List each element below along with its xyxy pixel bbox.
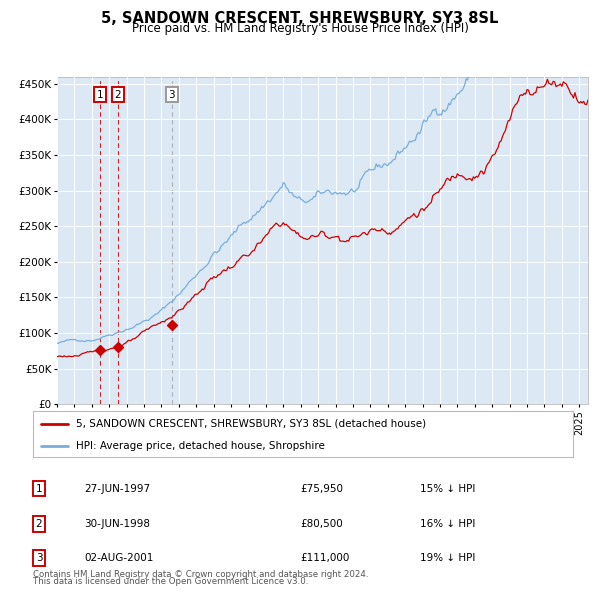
Text: £80,500: £80,500 bbox=[300, 519, 343, 529]
Text: 27-JUN-1997: 27-JUN-1997 bbox=[84, 484, 150, 493]
Text: 5, SANDOWN CRESCENT, SHREWSBURY, SY3 8SL: 5, SANDOWN CRESCENT, SHREWSBURY, SY3 8SL bbox=[101, 11, 499, 25]
Text: 19% ↓ HPI: 19% ↓ HPI bbox=[420, 553, 475, 563]
Text: 3: 3 bbox=[169, 90, 175, 100]
Text: 2: 2 bbox=[115, 90, 121, 100]
Text: 1: 1 bbox=[35, 484, 43, 493]
Text: Price paid vs. HM Land Registry's House Price Index (HPI): Price paid vs. HM Land Registry's House … bbox=[131, 22, 469, 35]
Text: £75,950: £75,950 bbox=[300, 484, 343, 493]
Text: 1: 1 bbox=[97, 90, 104, 100]
Text: 16% ↓ HPI: 16% ↓ HPI bbox=[420, 519, 475, 529]
Text: 02-AUG-2001: 02-AUG-2001 bbox=[84, 553, 154, 563]
Text: 2: 2 bbox=[35, 519, 43, 529]
Text: 15% ↓ HPI: 15% ↓ HPI bbox=[420, 484, 475, 493]
Text: £111,000: £111,000 bbox=[300, 553, 349, 563]
Text: 30-JUN-1998: 30-JUN-1998 bbox=[84, 519, 150, 529]
Text: 5, SANDOWN CRESCENT, SHREWSBURY, SY3 8SL (detached house): 5, SANDOWN CRESCENT, SHREWSBURY, SY3 8SL… bbox=[76, 419, 427, 429]
Text: This data is licensed under the Open Government Licence v3.0.: This data is licensed under the Open Gov… bbox=[33, 578, 308, 586]
Text: HPI: Average price, detached house, Shropshire: HPI: Average price, detached house, Shro… bbox=[76, 441, 325, 451]
Text: 3: 3 bbox=[35, 553, 43, 563]
Text: Contains HM Land Registry data © Crown copyright and database right 2024.: Contains HM Land Registry data © Crown c… bbox=[33, 571, 368, 579]
